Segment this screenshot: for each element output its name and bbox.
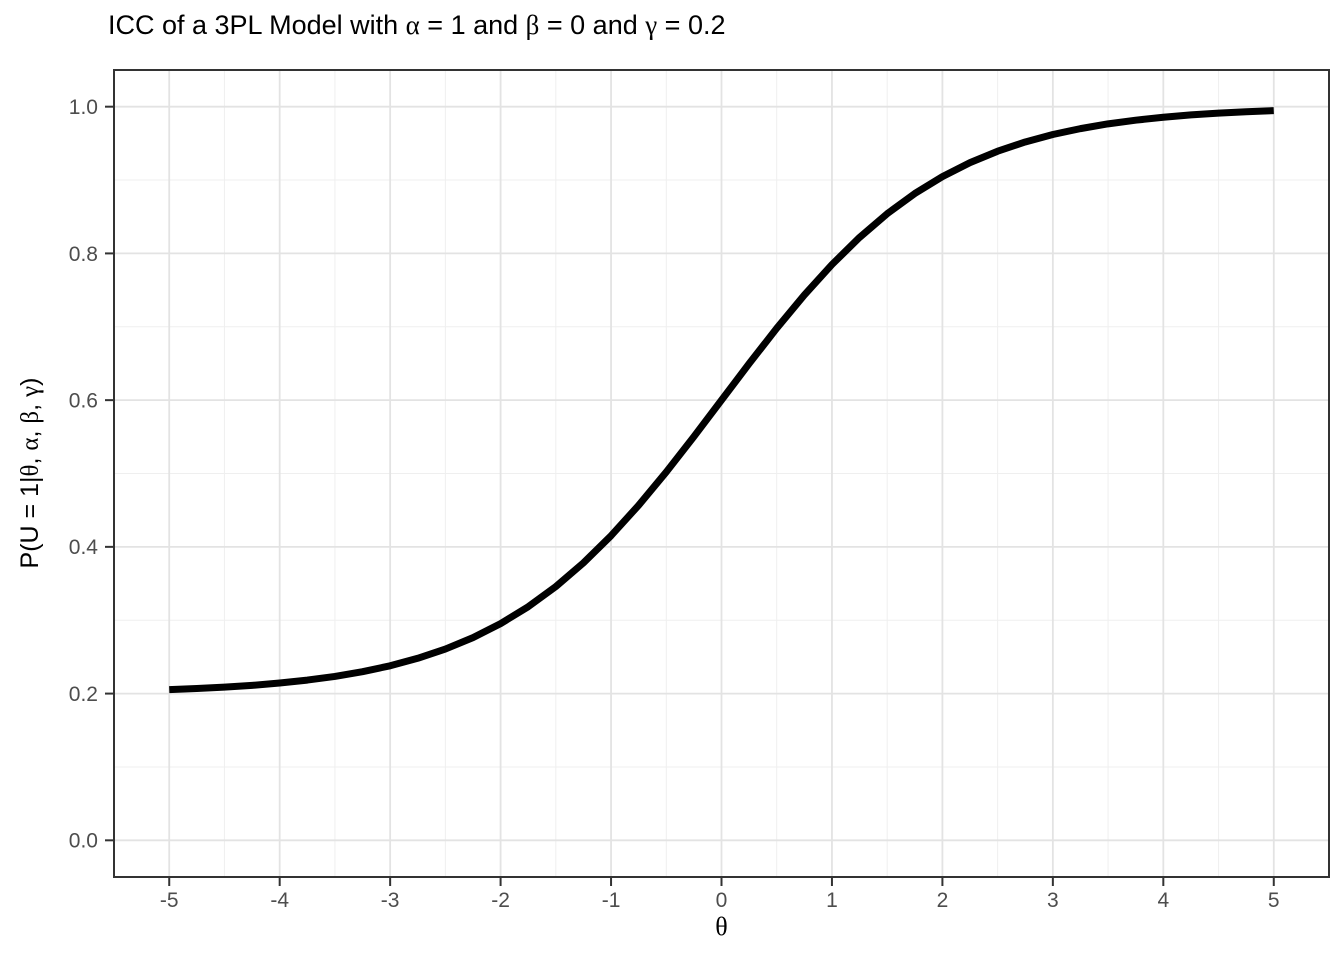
x-tick-label: 3	[1047, 889, 1059, 912]
x-tick-label: -5	[160, 889, 179, 912]
x-tick-label: 0	[716, 889, 728, 912]
greek-glyph: γ	[17, 385, 44, 397]
y-tick-label: 0.0	[69, 830, 98, 853]
greek-glyph: α	[405, 10, 420, 40]
greek-glyph: θ	[17, 464, 44, 477]
x-tick-label: -3	[381, 889, 400, 912]
y-tick-label: 0.6	[69, 389, 98, 412]
y-axis-title: P(U = 1|θ, α, β, γ)	[16, 377, 44, 569]
x-tick-label: 4	[1157, 889, 1169, 912]
x-tick-label: 1	[826, 889, 838, 912]
y-tick-label: 0.8	[69, 243, 98, 266]
icc-curve	[169, 107, 1274, 694]
x-axis-title: θ	[114, 910, 1329, 943]
x-tick-label: -2	[491, 889, 510, 912]
y-tick-label: 0.4	[69, 536, 99, 559]
chart-title: ICC of a 3PL Model with α = 1 and β = 0 …	[108, 10, 726, 40]
greek-glyph: γ	[645, 10, 658, 40]
x-tick-label: 5	[1268, 889, 1280, 912]
y-tick-label: 0.2	[69, 683, 98, 706]
x-tick-label: -1	[602, 889, 621, 912]
greek-glyph: α	[17, 437, 44, 451]
x-tick-label: 2	[937, 889, 949, 912]
greek-glyph: β	[17, 410, 44, 424]
greek-glyph: θ	[715, 912, 728, 941]
y-tick-label: 1.0	[69, 96, 98, 119]
greek-glyph: β	[525, 10, 540, 40]
x-tick-label: -4	[270, 889, 289, 912]
